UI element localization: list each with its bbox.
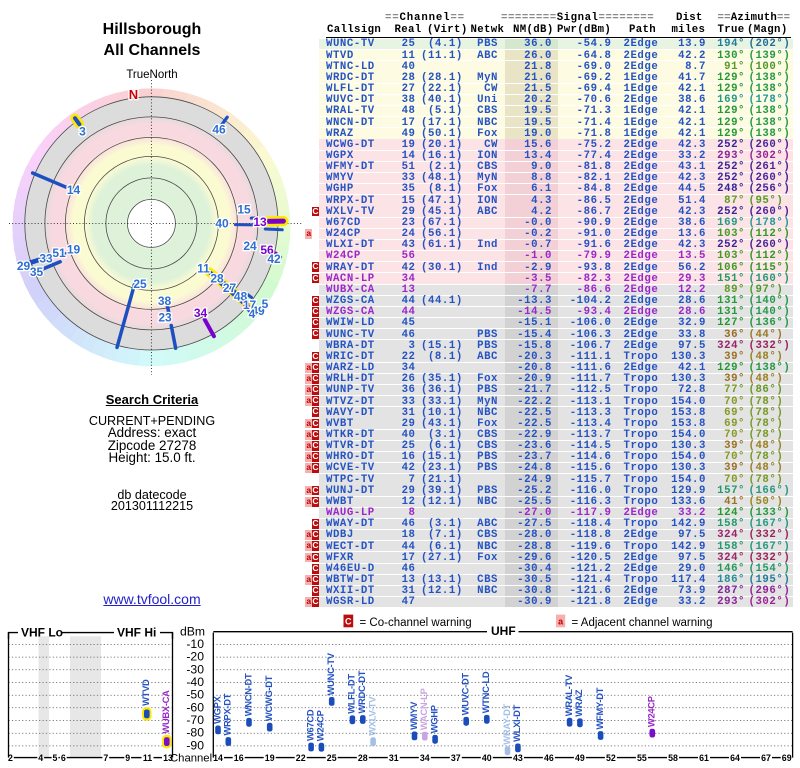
svg-text:C: C <box>345 617 352 627</box>
svg-text:40: 40 <box>215 217 229 231</box>
svg-text:28: 28 <box>210 272 224 286</box>
svg-text:WLXI-DT: WLXI-DT <box>511 704 522 742</box>
svg-text:WTVD: WTVD <box>140 679 151 706</box>
svg-text:31: 31 <box>389 753 399 763</box>
svg-text:WRAY-DT: WRAY-DT <box>501 703 512 744</box>
svg-text:25: 25 <box>133 277 147 291</box>
svg-text:14: 14 <box>67 183 81 197</box>
svg-text:W24CP: W24CP <box>646 696 657 727</box>
svg-text:5: 5 <box>262 297 269 311</box>
svg-text:WXLV-TV: WXLV-TV <box>366 696 377 736</box>
svg-text:WCWG-DT: WCWG-DT <box>263 675 274 721</box>
svg-text:16: 16 <box>234 753 244 763</box>
svg-text:11: 11 <box>143 753 152 763</box>
svg-text:5: 5 <box>53 753 58 763</box>
svg-text:WGPX: WGPX <box>211 695 222 723</box>
svg-text:-80: -80 <box>186 726 204 740</box>
svg-text:W67CD: W67CD <box>304 709 315 741</box>
svg-text:14: 14 <box>213 753 223 763</box>
svg-text:= Co-channel warning: = Co-channel warning <box>360 617 472 629</box>
svg-text:-70: -70 <box>186 713 204 727</box>
svg-text:a: a <box>558 617 564 627</box>
svg-text:24: 24 <box>243 239 257 253</box>
svg-text:WACN-LP: WACN-LP <box>418 688 429 730</box>
svg-text:6: 6 <box>61 753 66 763</box>
svg-text:49: 49 <box>575 753 585 763</box>
svg-text:VHF Lo: VHF Lo <box>21 626 63 640</box>
svg-text:46: 46 <box>212 123 226 137</box>
svg-text:WRDC-DT: WRDC-DT <box>356 670 367 713</box>
svg-text:WUBX-CA: WUBX-CA <box>160 690 171 734</box>
svg-text:9: 9 <box>125 753 130 763</box>
svg-text:WNCN-DT: WNCN-DT <box>242 673 253 716</box>
svg-text:WFMY-DT: WFMY-DT <box>594 687 605 729</box>
svg-text:43: 43 <box>513 753 523 763</box>
svg-text:28: 28 <box>358 753 368 763</box>
svg-text:WRAZ: WRAZ <box>573 689 584 716</box>
svg-text:13: 13 <box>253 215 267 229</box>
svg-text:-50: -50 <box>186 688 204 702</box>
svg-text:69: 69 <box>782 753 792 763</box>
svg-text:-20: -20 <box>186 650 204 664</box>
svg-text:22: 22 <box>296 753 306 763</box>
svg-text:11: 11 <box>197 262 210 276</box>
svg-text:33: 33 <box>39 252 53 266</box>
svg-text:-10: -10 <box>186 637 204 651</box>
svg-text:-40: -40 <box>186 675 204 689</box>
svg-text:58: 58 <box>668 753 678 763</box>
svg-text:48: 48 <box>234 290 248 304</box>
svg-text:51: 51 <box>52 246 66 260</box>
svg-text:35: 35 <box>30 265 44 279</box>
svg-text:7: 7 <box>103 753 108 763</box>
svg-text:19: 19 <box>67 243 81 257</box>
svg-text:38: 38 <box>158 294 172 308</box>
svg-text:N: N <box>129 87 138 102</box>
svg-text:13: 13 <box>163 753 173 763</box>
svg-text:-90: -90 <box>186 738 204 752</box>
svg-text:42: 42 <box>267 252 281 266</box>
svg-text:2: 2 <box>8 753 13 763</box>
svg-text:4: 4 <box>38 753 43 763</box>
svg-text:29: 29 <box>17 259 31 273</box>
svg-text:19: 19 <box>265 753 275 763</box>
svg-text:UHF: UHF <box>491 624 516 638</box>
svg-text:WMYV: WMYV <box>408 701 419 730</box>
svg-text:46: 46 <box>544 753 554 763</box>
svg-text:17: 17 <box>243 298 257 312</box>
svg-text:= Adjacent channel warning: = Adjacent channel warning <box>572 617 713 629</box>
svg-text:52: 52 <box>606 753 616 763</box>
svg-text:34: 34 <box>194 306 208 320</box>
svg-text:37: 37 <box>451 753 461 763</box>
svg-text:WRPX-DT: WRPX-DT <box>222 693 233 735</box>
svg-text:WTNC-LD: WTNC-LD <box>480 671 491 713</box>
svg-text:27: 27 <box>223 281 237 295</box>
svg-text:49: 49 <box>251 304 265 318</box>
svg-text:-30: -30 <box>186 662 204 676</box>
svg-text:56: 56 <box>260 243 274 257</box>
svg-text:WLFL-DT: WLFL-DT <box>346 674 357 714</box>
svg-text:Channel: Channel <box>170 752 212 764</box>
svg-text:VHF Hi: VHF Hi <box>117 626 156 640</box>
svg-text:61: 61 <box>699 753 709 763</box>
svg-text:WUVC-DT: WUVC-DT <box>460 673 471 716</box>
svg-text:64: 64 <box>730 753 740 763</box>
svg-text:WGHP: WGHP <box>428 705 439 733</box>
svg-text:34: 34 <box>420 753 430 763</box>
svg-text:W24CP: W24CP <box>315 710 326 741</box>
svg-text:23: 23 <box>158 311 172 325</box>
svg-text:4: 4 <box>249 307 256 321</box>
svg-text:3: 3 <box>79 125 86 139</box>
svg-text:WRAL-TV: WRAL-TV <box>563 674 574 716</box>
svg-text:67: 67 <box>761 753 771 763</box>
svg-text:25: 25 <box>327 753 337 763</box>
svg-text:WUNC-TV: WUNC-TV <box>325 652 336 695</box>
svg-text:40: 40 <box>482 753 492 763</box>
svg-text:-60: -60 <box>186 700 204 714</box>
svg-text:dBm: dBm <box>180 625 205 639</box>
svg-text:55: 55 <box>637 753 647 763</box>
svg-text:15: 15 <box>237 203 251 217</box>
